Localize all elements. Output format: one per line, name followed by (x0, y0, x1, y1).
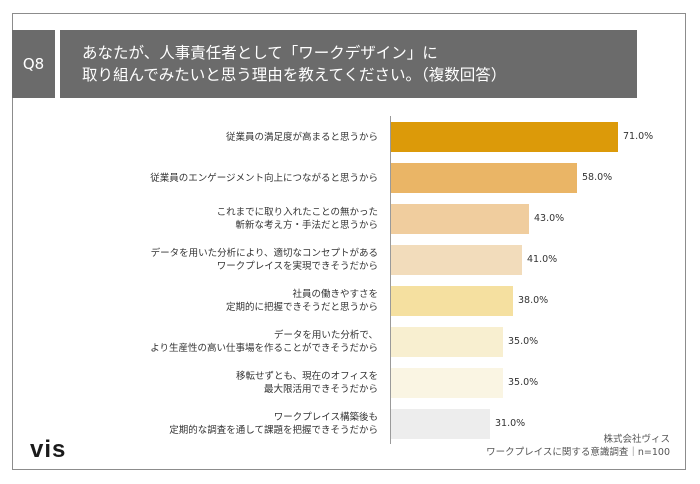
category-label-line: データを用いた分析により、適切なコンセプトがある (150, 248, 378, 259)
chart-axis (390, 116, 391, 444)
category-label-line: 定期的に把握できそうだと思うから (225, 302, 378, 313)
bar-value-label: 71.0% (623, 131, 654, 142)
question-title-line-1: あなたが、人事責任者として「ワークデザイン」に (82, 44, 438, 62)
category-label: 社員の働きやすさを定期的に把握できそうだと思うから (78, 288, 378, 314)
category-label: これまでに取り入れたことの無かった斬新な考え方・手法だと思うから (78, 206, 378, 232)
bar-3 (391, 204, 529, 234)
bar-5 (391, 286, 513, 316)
footer: 株式会社ヴィス ワークプレイスに関する意識調査｜n=100 (486, 433, 670, 459)
bar-6 (391, 327, 503, 357)
bar-8 (391, 409, 490, 439)
category-label-line: 社員の働きやすさを (292, 289, 378, 300)
bar-2 (391, 163, 577, 193)
question-title-line-2: 取り組んでみたいと思う理由を教えてください。（複数回答） (82, 66, 507, 84)
category-label: データを用いた分析により、適切なコンセプトがあるワークプレイスを実現できそうだか… (78, 247, 378, 273)
vis-logo: vis (30, 436, 67, 463)
bar-value-label: 58.0% (582, 172, 613, 183)
category-label: データを用いた分析で、より生産性の高い仕事場を作ることができそうだから (78, 329, 378, 355)
question-title: あなたが、人事責任者として「ワークデザイン」に 取り組んでみたいと思う理由を教え… (60, 30, 637, 98)
bar-4 (391, 245, 522, 275)
bar-value-label: 41.0% (527, 254, 558, 265)
category-label: ワークプレイス構築後も定期的な調査を通して課題を把握できそうだから (78, 411, 378, 437)
bar-7 (391, 368, 503, 398)
category-label: 移転せずとも、現在のオフィスを最大限活用できそうだから (78, 370, 378, 396)
bar-1 (391, 122, 618, 152)
category-label-line: 従業員のエンゲージメント向上につながると思うから (150, 172, 378, 184)
category-label: 従業員の満足度が高まると思うから (78, 131, 378, 144)
category-label-line: 移転せずとも、現在のオフィスを (235, 371, 378, 382)
category-label-line: 最大限活用できそうだから (263, 384, 378, 395)
category-label-line: ワークプレイスを実現できそうだから (216, 261, 378, 272)
bar-value-label: 31.0% (495, 418, 526, 429)
bar-value-label: 38.0% (518, 295, 549, 306)
category-label-line: 従業員の満足度が高まると思うから (225, 131, 378, 143)
category-label-line: これまでに取り入れたことの無かった (216, 207, 378, 218)
bar-value-label: 43.0% (534, 213, 565, 224)
category-label-line: 定期的な調査を通して課題を把握できそうだから (169, 425, 378, 436)
category-label-line: ワークプレイス構築後も (273, 412, 378, 423)
footer-survey: ワークプレイスに関する意識調査｜n=100 (486, 447, 670, 458)
category-label-line: データを用いた分析で、 (273, 330, 378, 341)
category-label: 従業員のエンゲージメント向上につながると思うから (78, 172, 378, 185)
category-label-line: 斬新な考え方・手法だと思うから (235, 220, 378, 231)
footer-company: 株式会社ヴィス (603, 434, 670, 445)
bar-value-label: 35.0% (508, 377, 539, 388)
question-number: Q8 (12, 30, 55, 98)
category-label-line: より生産性の高い仕事場を作ることができそうだから (150, 343, 378, 354)
bar-value-label: 35.0% (508, 336, 539, 347)
